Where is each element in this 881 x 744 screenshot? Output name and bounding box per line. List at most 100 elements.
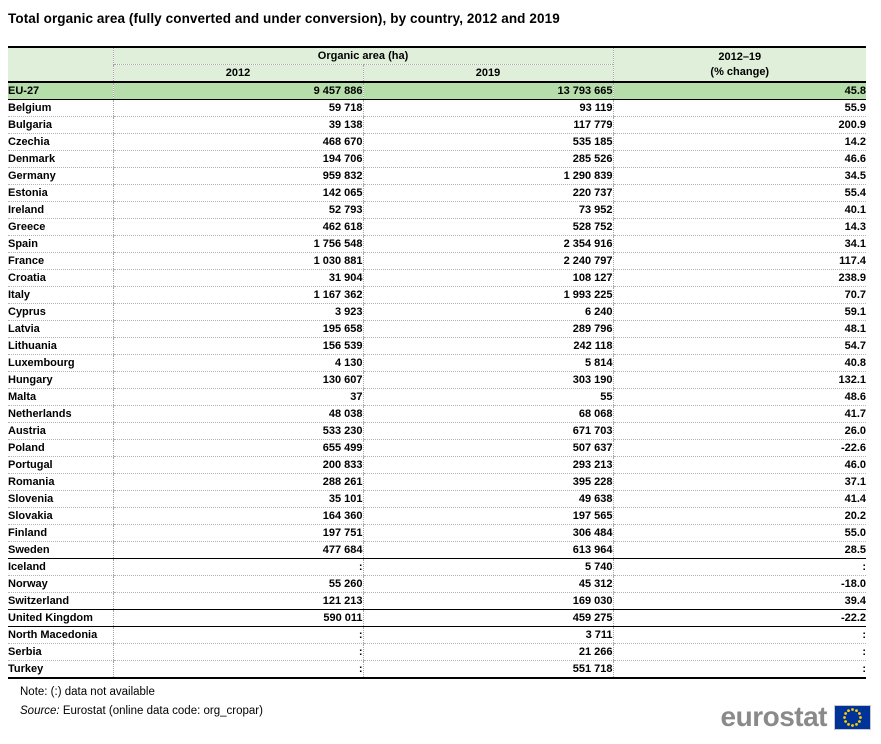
row-change-value: 20.2 (612, 507, 867, 525)
row-change-value: 55.9 (612, 99, 867, 117)
table-row: Slovenia 35 101 49 638 41.4 (8, 490, 867, 508)
source-line: Source: Eurostat (online data code: org_… (20, 705, 881, 717)
table-row: North Macedonia:3 711: (8, 626, 867, 644)
table-row: Portugal 200 833 293 213 46.0 (8, 456, 867, 474)
row-2019-value: 220 737 (362, 184, 614, 202)
table-row: Czechia 468 670 535 185 14.2 (8, 133, 867, 151)
row-country: Norway (8, 575, 113, 593)
row-change-value: 37.1 (612, 473, 867, 491)
row-2012-value: 194 706 (112, 150, 363, 168)
table-row: Latvia 195 658 289 796 48.1 (8, 320, 867, 338)
row-2019-value: 5 740 (362, 558, 614, 576)
row-2012-value: : (112, 643, 363, 661)
row-country: Finland (8, 524, 113, 542)
row-2012-value: 48 038 (112, 405, 363, 423)
row-2012-value: 462 618 (112, 218, 363, 236)
row-2012-value: 59 718 (112, 99, 363, 117)
row-2012-value: 35 101 (112, 490, 363, 508)
row-change-value: 41.4 (612, 490, 867, 508)
row-country: Poland (8, 439, 113, 457)
table-row: Serbia:21 266: (8, 643, 867, 661)
row-country: France (8, 252, 113, 270)
row-2012-value: 468 670 (112, 133, 363, 151)
table-row: Malta 37 55 48.6 (8, 388, 867, 406)
row-country: Germany (8, 167, 113, 185)
row-change-value: : (612, 643, 867, 661)
table-row: Poland 655 499 507 637 -22.6 (8, 439, 867, 457)
row-2019-value: 303 190 (362, 371, 614, 389)
row-country: Malta (8, 388, 113, 406)
table-row: Croatia 31 904 108 127 238.9 (8, 269, 867, 287)
row-change-value: 28.5 (612, 541, 867, 559)
row-2012-value: 142 065 (112, 184, 363, 202)
row-2019-value: 528 752 (362, 218, 614, 236)
row-2019-value: 459 275 (362, 609, 614, 627)
row-2019-value: 285 526 (362, 150, 614, 168)
row-country: Austria (8, 422, 113, 440)
row-change-value: : (612, 660, 867, 679)
row-2019-value: 5 814 (362, 354, 614, 372)
row-country: Greece (8, 218, 113, 236)
row-2012-value: 55 260 (112, 575, 363, 593)
row-country: Slovakia (8, 507, 113, 525)
table-row: Denmark 194 706 285 526 46.6 (8, 150, 867, 168)
table-row: Switzerland 121 213 169 030 39.4 (8, 592, 867, 610)
row-country: EU-27 (8, 82, 113, 100)
row-2019-value: 3 711 (362, 626, 614, 644)
row-change-value: 48.6 (612, 388, 867, 406)
table-row: France 1 030 881 2 240 797 117.4 (8, 252, 867, 270)
row-2019-value: 49 638 (362, 490, 614, 508)
row-2019-value: 6 240 (362, 303, 614, 321)
row-change-value: 26.0 (612, 422, 867, 440)
eu-flag-icon (834, 704, 871, 730)
table-row: Estonia 142 065 220 737 55.4 (8, 184, 867, 202)
header-change-unit: (% change) (710, 65, 770, 78)
table-body: EU-27 9 457 886 13 793 665 45.8 Belgium 59 71… (8, 82, 867, 679)
eurostat-logo-text: eurostat (720, 701, 828, 732)
row-change-value: 238.9 (612, 269, 867, 287)
row-2019-value: 2 354 916 (362, 235, 614, 253)
row-2019-value: 13 793 665 (362, 82, 614, 100)
row-2019-value: 55 (362, 388, 614, 406)
row-country: Cyprus (8, 303, 113, 321)
row-country: Croatia (8, 269, 113, 287)
row-change-value: 39.4 (612, 592, 867, 610)
table-row: Hungary 130 607 303 190 132.1 (8, 371, 867, 389)
page: Total organic area (fully converted and … (0, 11, 881, 731)
row-country: North Macedonia (8, 626, 113, 644)
row-country: Lithuania (8, 337, 113, 355)
table-row: Spain 1 756 548 2 354 916 34.1 (8, 235, 867, 253)
row-2012-value: 52 793 (112, 201, 363, 219)
row-2012-value: 39 138 (112, 116, 363, 134)
row-2012-value: 9 457 886 (112, 82, 363, 100)
row-change-value: 55.4 (612, 184, 867, 202)
row-change-value: 45.8 (612, 82, 867, 100)
row-change-value: 40.8 (612, 354, 867, 372)
row-country: Denmark (8, 150, 113, 168)
table-row: Slovakia 164 360 197 565 20.2 (8, 507, 867, 525)
row-2012-value: 195 658 (112, 320, 363, 338)
table-row: Romania 288 261 395 228 37.1 (8, 473, 867, 491)
table-row: Cyprus 3 923 6 240 59.1 (8, 303, 867, 321)
row-2012-value: 959 832 (112, 167, 363, 185)
table-row: Iceland:5 740: (8, 558, 867, 576)
row-change-value: 55.0 (612, 524, 867, 542)
row-2019-value: 671 703 (362, 422, 614, 440)
table-header: Organic area (ha) 2012–19 (% change) 201… (8, 47, 867, 82)
row-change-value: -22.6 (612, 439, 867, 457)
row-2012-value: 1 756 548 (112, 235, 363, 253)
row-change-value: 41.7 (612, 405, 867, 423)
row-2019-value: 395 228 (362, 473, 614, 491)
row-country: Estonia (8, 184, 113, 202)
table-row: Belgium 59 718 93 119 55.9 (8, 99, 867, 117)
row-change-value: -18.0 (612, 575, 867, 593)
row-2019-value: 535 185 (362, 133, 614, 151)
header-row-group: Organic area (ha) 2012–19 (% change) (8, 47, 867, 82)
row-change-value: 34.1 (612, 235, 867, 253)
row-country: Serbia (8, 643, 113, 661)
row-change-value: 70.7 (612, 286, 867, 304)
row-2019-value: 197 565 (362, 507, 614, 525)
row-country: Slovenia (8, 490, 113, 508)
row-country: Italy (8, 286, 113, 304)
header-2012: 2012 (112, 64, 363, 82)
